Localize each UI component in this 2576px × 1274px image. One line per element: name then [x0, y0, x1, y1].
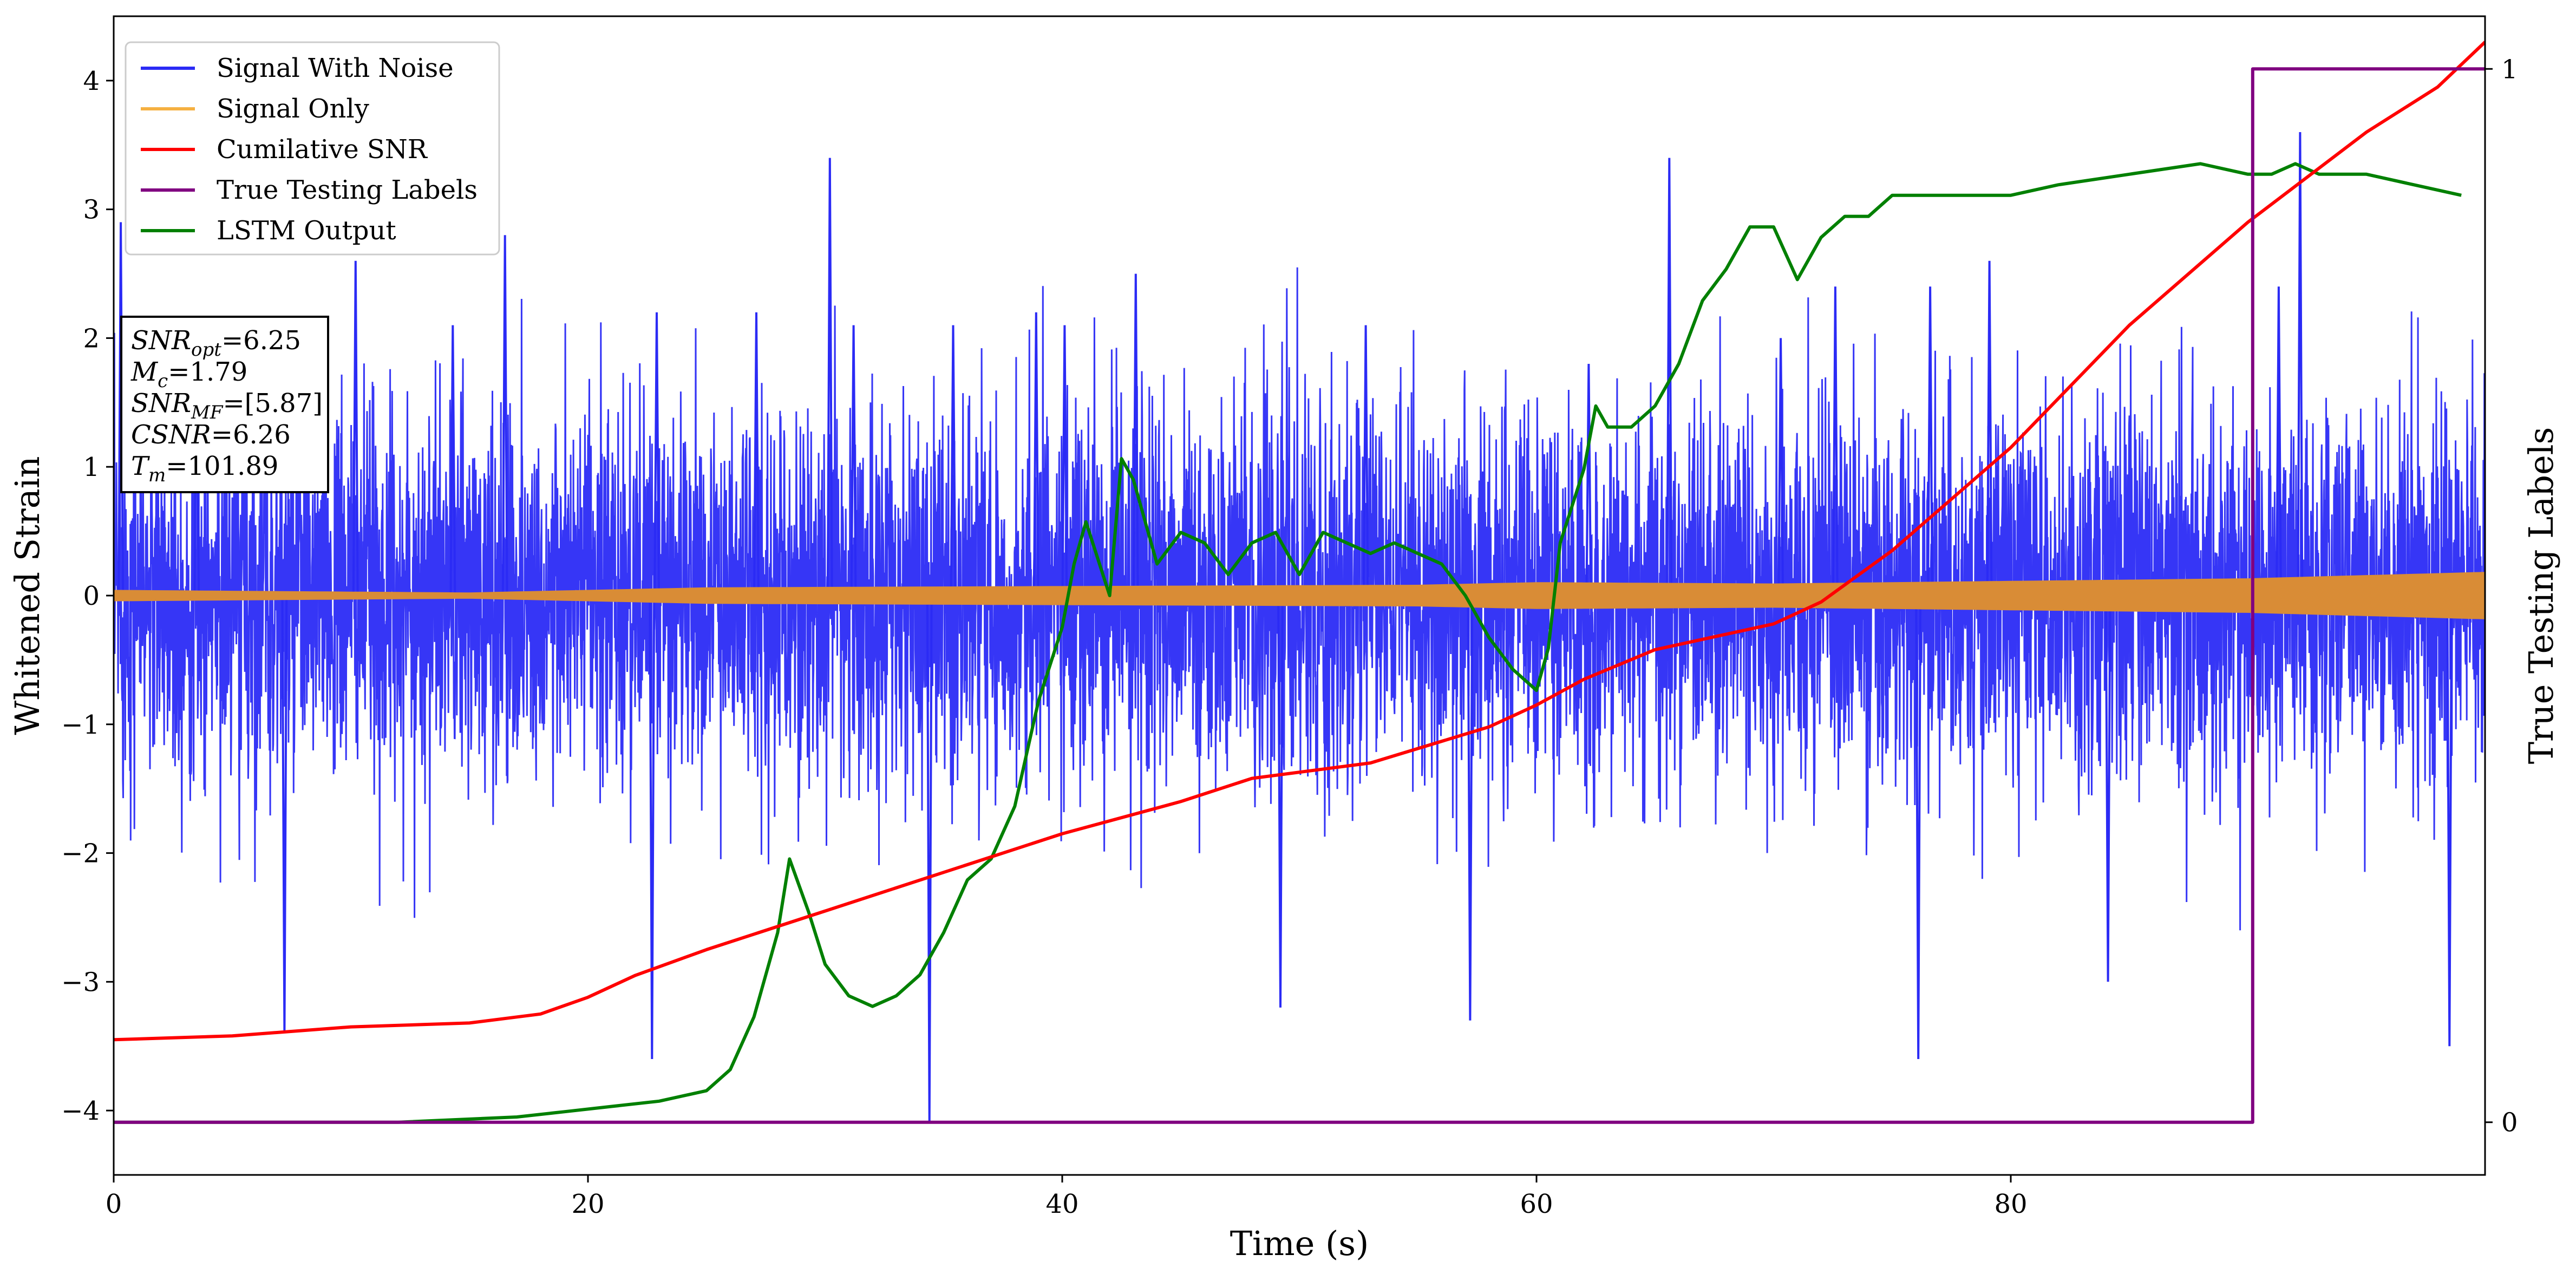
noise-peak-20	[1666, 158, 1673, 596]
noise-peak-29	[2446, 595, 2453, 1047]
noise-peak-6	[649, 595, 656, 1060]
plot-area	[114, 41, 2485, 1124]
x-tick-label: 80	[1994, 1189, 2027, 1219]
legend-label-true-testing-labels: True Testing Labels	[217, 175, 478, 205]
noise-peak-12	[950, 325, 957, 596]
noise-peak-27	[2276, 286, 2282, 596]
series-lstm-output	[114, 162, 2462, 1124]
noise-peak-18	[1467, 595, 1474, 1021]
noise-peak-4	[449, 325, 456, 596]
y-tick-label: 0	[83, 581, 100, 611]
legend-label-cumilative-snr: Cumilative SNR	[217, 134, 428, 165]
series-cumilative-snr	[114, 41, 2485, 1042]
y-tick-label: −2	[61, 839, 100, 869]
noise-peak-23	[1915, 595, 1922, 1060]
legend: Signal With Noise Signal Only Cumilative S…	[125, 41, 500, 256]
x-tick-label: 20	[571, 1189, 604, 1219]
noise-peak-13	[1032, 312, 1039, 596]
y-tick-label: 1	[83, 452, 100, 482]
x-tick-label: 0	[106, 1189, 122, 1219]
y-axis-title: Whitened Strain	[8, 456, 47, 735]
y-tick-label: −4	[61, 1096, 100, 1126]
series-signal-with-noise	[114, 267, 2485, 931]
noise-peak-19	[1585, 363, 1592, 596]
annotation-line-snr-opt: SNRopt=6.25	[131, 325, 301, 361]
annotation-line-t-m: Tm=101.89	[131, 451, 278, 486]
noise-peak-24	[1927, 286, 1933, 596]
annotation-frame	[120, 316, 329, 493]
series-true-testing-labels	[114, 67, 2485, 1124]
legend-label-lstm-output: LSTM Output	[217, 215, 396, 246]
x-tick-label: 60	[1520, 1189, 1553, 1219]
x-axis-title: Time (s)	[1230, 1224, 1369, 1263]
y2-tick-label: 0	[2501, 1108, 2518, 1138]
annotation-line-m-c: Mc=1.79	[130, 357, 247, 392]
y-tick-label: 2	[83, 323, 100, 354]
noise-peak-25	[1986, 260, 1993, 596]
y2-tick-label: 1	[2501, 54, 2518, 84]
noise-peak-14	[1061, 325, 1068, 596]
annotation-box: SNRopt=6.25Mc=1.79SNRMF=[5.87]CSNR=6.26T…	[120, 316, 329, 493]
annotation-line-snr-mf: SNRMF=[5.87]	[131, 388, 323, 423]
noise-peak-16	[1277, 595, 1284, 1008]
x-tick-label: 40	[1045, 1189, 1078, 1219]
noise-peak-7	[653, 312, 660, 596]
noise-peak-28	[2297, 132, 2304, 596]
noise-peak-9	[826, 158, 833, 596]
noise-peak-21	[1777, 338, 1784, 596]
y-tick-label: 4	[83, 66, 100, 96]
legend-frame	[125, 41, 500, 256]
y-tick-label: 3	[83, 195, 100, 225]
legend-label-signal-with-noise: Signal With Noise	[217, 53, 454, 83]
annotation-line-csnr: CSNR=6.26	[131, 420, 291, 450]
noise-peak-8	[753, 312, 760, 596]
noise-peak-5	[501, 235, 508, 596]
noise-peak-10	[850, 325, 857, 596]
noise-peak-22	[1832, 286, 1839, 596]
y-tick-label: −1	[61, 710, 100, 740]
noise-peak-26	[2104, 595, 2111, 982]
y-tick-label: −3	[61, 967, 100, 997]
noise-peak-17	[1362, 325, 1369, 596]
y2-axis-title: True Testing Labels	[2521, 427, 2561, 765]
legend-label-signal-only: Signal Only	[217, 94, 369, 124]
noise-peak-3	[352, 260, 359, 596]
series-signal-only	[114, 572, 2485, 619]
